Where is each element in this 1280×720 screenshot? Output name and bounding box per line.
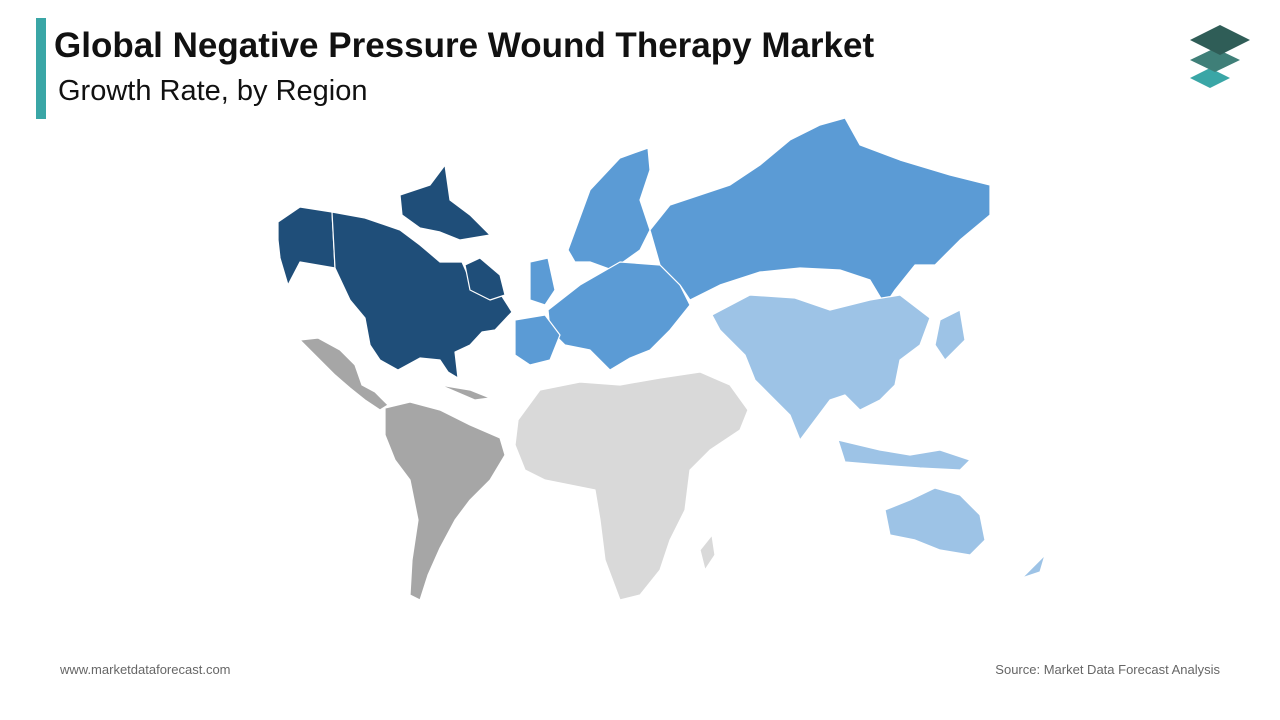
- shape: [514, 371, 749, 601]
- title: Global Negative Pressure Wound Therapy M…: [54, 26, 875, 65]
- shape: [529, 257, 556, 306]
- shape: [514, 314, 561, 366]
- shape: [439, 384, 491, 401]
- shape: [331, 211, 513, 379]
- shape: [711, 294, 931, 441]
- shape: [1021, 554, 1046, 579]
- website: www.marketdataforecast.com: [60, 662, 231, 677]
- shape: [649, 117, 991, 306]
- shape: [384, 401, 506, 601]
- shape: [399, 164, 491, 241]
- asia-pacific: [711, 294, 1046, 579]
- source: Source: Market Data Forecast Analysis: [995, 662, 1220, 677]
- shape: [1190, 68, 1230, 88]
- europe: [514, 147, 691, 371]
- shape: [464, 257, 506, 301]
- shape: [277, 206, 336, 286]
- shape: [884, 487, 986, 556]
- shape: [1190, 48, 1240, 72]
- shape: [934, 309, 966, 361]
- shape: [1190, 25, 1250, 55]
- shape: [299, 337, 389, 411]
- russia: [649, 117, 991, 306]
- shape: [699, 534, 716, 571]
- accent-bar: [36, 18, 46, 119]
- shape: [837, 439, 971, 471]
- shape: [547, 261, 691, 371]
- middle-east-africa: [514, 371, 749, 601]
- north-america: [277, 164, 513, 379]
- subtitle: Growth Rate, by Region: [58, 75, 368, 107]
- latin-america: [299, 337, 506, 601]
- shape: [567, 147, 651, 271]
- logo: [1190, 25, 1250, 88]
